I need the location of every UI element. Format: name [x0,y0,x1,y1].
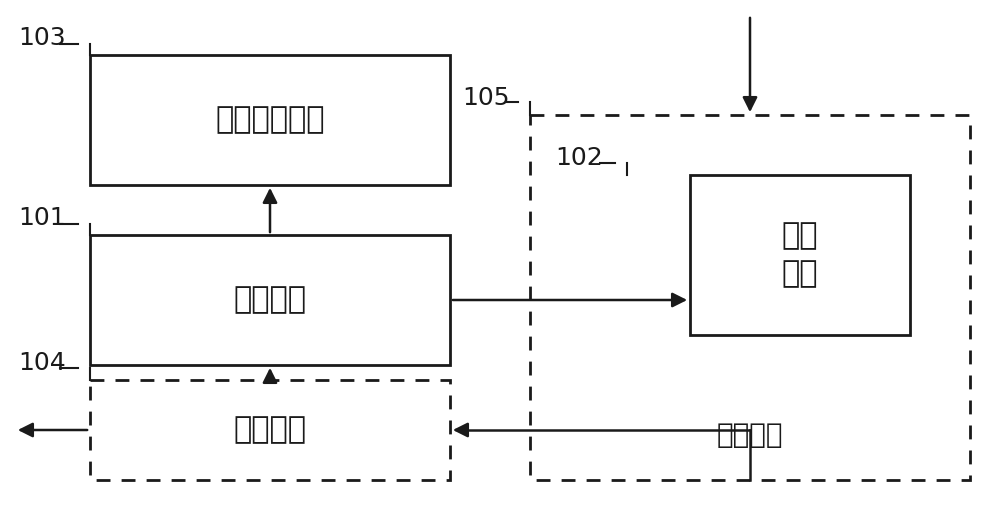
Text: 104: 104 [18,351,66,375]
Text: 伺服环路: 伺服环路 [234,415,306,445]
Bar [690,175,910,335]
Text: 执行
模块: 执行 模块 [782,222,818,289]
Bar [530,115,970,480]
Text: 量子系统: 量子系统 [717,421,783,449]
Text: 105: 105 [462,86,510,110]
Bar [90,55,450,185]
Bar [90,380,450,480]
Text: 101: 101 [18,206,66,230]
Bar [90,235,450,365]
Text: 振荡模块: 振荡模块 [234,285,306,315]
Text: 102: 102 [555,146,603,170]
Text: 103: 103 [18,26,66,50]
Text: 信号检测模块: 信号检测模块 [215,106,325,135]
